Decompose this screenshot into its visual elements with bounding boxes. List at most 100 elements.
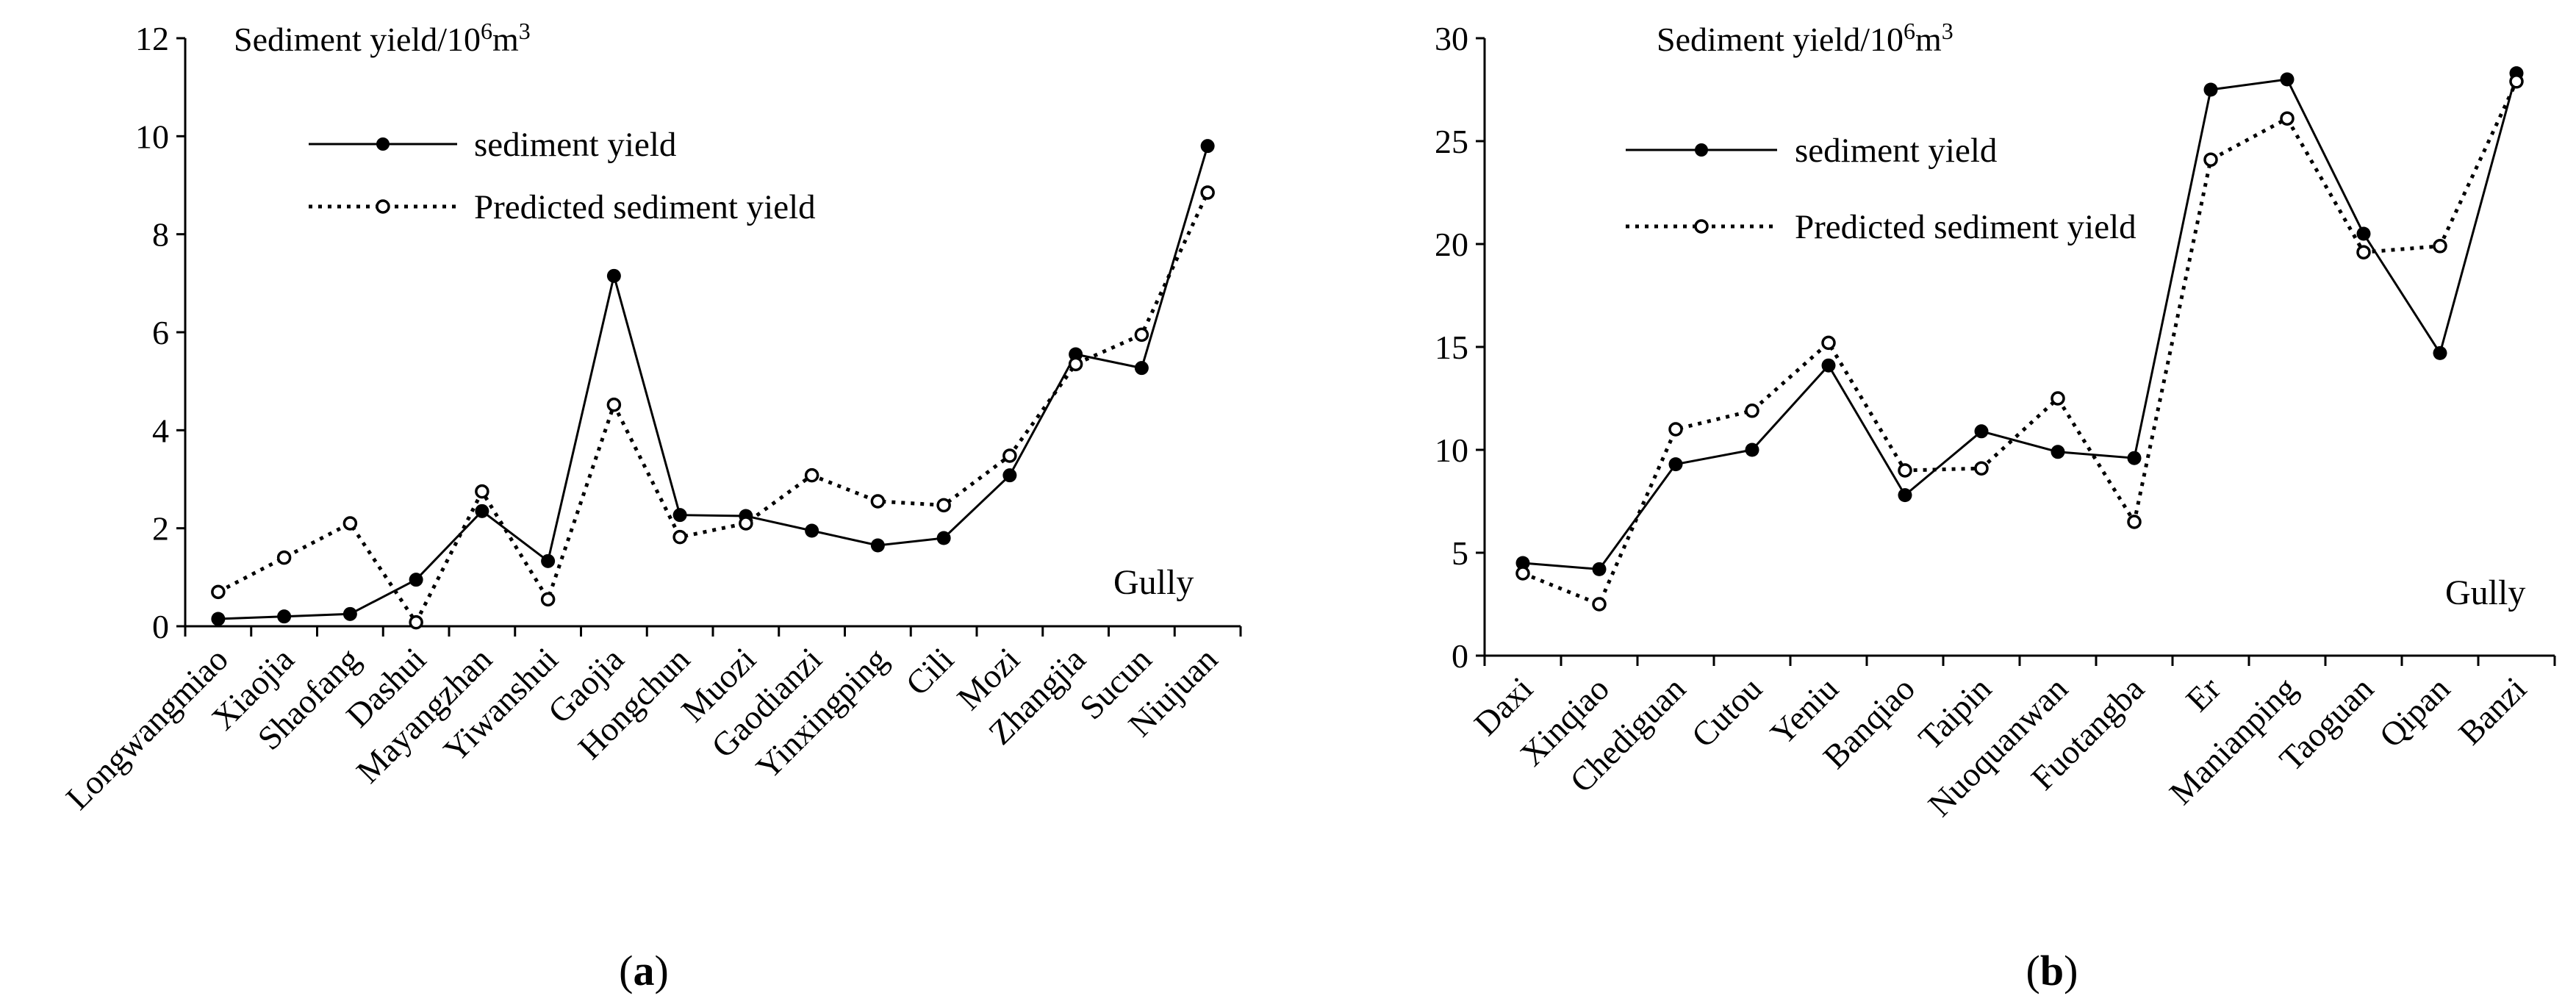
y-axis-title: Sediment yield/106m3: [234, 18, 531, 58]
panel-label: (b): [2026, 947, 2078, 995]
y-tick-label: 25: [1435, 123, 1468, 160]
sediment-point: [1200, 139, 1215, 154]
sediment-point: [1974, 424, 1989, 439]
predicted-point: [2509, 74, 2524, 89]
predicted-point: [1134, 327, 1149, 343]
y-tick-label: 2: [152, 510, 169, 548]
sediment-point: [1002, 468, 1017, 483]
sediment-point: [870, 538, 885, 553]
predicted-point: [1002, 448, 1017, 463]
sediment-point: [1069, 347, 1083, 362]
sediment-point: [211, 612, 226, 626]
series-lines: [1522, 73, 2519, 607]
y-tick-label: 0: [1452, 637, 1468, 675]
predicted-point: [276, 550, 292, 565]
sediment-point: [1515, 556, 1530, 570]
legend: sediment yield Predicted sediment yield: [309, 126, 816, 226]
series-lines: [217, 146, 1210, 626]
sediment-series-line: [1522, 73, 2518, 570]
sediment-point: [541, 553, 556, 568]
sediment-point: [1821, 358, 1836, 373]
series-markers: [1515, 66, 2524, 612]
sediment-point: [2356, 226, 2371, 241]
sediment-point: [475, 504, 489, 518]
y-tick-label: 5: [1452, 534, 1468, 572]
x-tick-label: Cutou: [1684, 670, 1769, 755]
y-axis: [176, 37, 187, 628]
predicted-point: [1515, 566, 1530, 581]
sediment-point: [2433, 345, 2447, 360]
predicted-point: [475, 484, 489, 499]
legend-marker-predicted: [1694, 219, 1709, 234]
legend-marker-sediment-yield: [376, 137, 390, 151]
predicted-series-line: [217, 191, 1210, 626]
predicted-point: [739, 516, 753, 531]
predicted-point: [540, 592, 556, 607]
predicted-point: [1068, 356, 1083, 372]
y-axis-title: Sediment yield/106m3: [1657, 18, 1953, 58]
predicted-point: [2203, 152, 2218, 167]
sediment-point: [1745, 442, 1759, 457]
x-axis: [184, 625, 1242, 637]
y-tick-label: 6: [152, 314, 169, 351]
series-markers: [211, 139, 1215, 630]
legend-label-sediment-yield: sediment yield: [1795, 132, 1997, 170]
predicted-point: [1974, 461, 1989, 476]
sediment-point: [606, 268, 621, 283]
y-tick-label: 30: [1435, 20, 1468, 57]
predicted-point: [1592, 597, 1607, 612]
sediment-series-line: [218, 146, 1209, 620]
predicted-point: [2433, 239, 2447, 254]
x-tick-label: Qipan: [2372, 670, 2458, 755]
sediment-point: [409, 573, 423, 587]
sediment-point: [277, 609, 292, 624]
predicted-point: [936, 498, 951, 513]
predicted-point: [211, 584, 226, 600]
sediment-point: [805, 523, 819, 538]
gully-annotation: Gully: [2445, 573, 2525, 612]
gully-annotation: Gully: [1113, 563, 1194, 602]
legend-label-predicted: Predicted sediment yield: [474, 188, 816, 226]
sediment-point: [672, 508, 687, 523]
y-tick-label: 8: [152, 216, 169, 254]
legend-marker-predicted: [376, 199, 390, 214]
predicted-point: [342, 516, 358, 531]
predicted-series-line: [1522, 80, 2519, 607]
y-tick-labels: 0 2 4 6 8 10 12: [135, 20, 169, 645]
predicted-point: [672, 529, 687, 545]
x-tick-labels: LongwangmiaoXiaojiaShaofangDashuiMayangz…: [59, 640, 1224, 817]
sediment-point: [1592, 562, 1607, 576]
predicted-point: [1745, 404, 1759, 418]
x-tick-label: Er: [2178, 670, 2228, 719]
x-tick-label: Longwangmiao: [59, 640, 235, 817]
sediment-point: [936, 531, 951, 545]
sediment-point: [342, 606, 357, 621]
legend-marker-sediment-yield: [1695, 143, 1708, 157]
sediment-point: [1668, 457, 1683, 472]
predicted-point: [1200, 185, 1215, 200]
predicted-point: [870, 494, 886, 509]
chart-a: 0 2 4 6 8 10 12 LongwangmiaoXiaojiaShaofangDas…: [59, 18, 1242, 995]
predicted-point: [1668, 422, 1683, 437]
x-tick-labels: DaxiXinqiaoChediguanCutouYeniuBanqiaoTai…: [1467, 670, 2533, 824]
chart-b: 0 5 10 15 20 25 30 DaxiXinqiaoChediguanCutouYe…: [1435, 18, 2556, 995]
x-axis: [1483, 654, 2556, 666]
y-tick-label: 12: [135, 20, 169, 57]
sediment-point: [2051, 445, 2065, 459]
y-tick-label: 4: [152, 412, 169, 449]
y-tick-label: 10: [1435, 431, 1468, 469]
legend: sediment yield Predicted sediment yield: [1626, 132, 2136, 246]
predicted-point: [2356, 245, 2371, 259]
sediment-point: [1134, 361, 1149, 376]
legend-label-predicted: Predicted sediment yield: [1795, 208, 2136, 246]
predicted-point: [606, 397, 622, 412]
y-tick-label: 10: [135, 118, 169, 155]
predicted-point: [804, 467, 819, 483]
sediment-point: [2280, 72, 2295, 87]
y-tick-label: 15: [1435, 329, 1468, 366]
predicted-point: [1821, 335, 1836, 351]
sediment-point: [2127, 451, 2142, 465]
predicted-point: [1898, 463, 1912, 478]
predicted-point: [2127, 515, 2142, 529]
y-tick-label: 0: [152, 608, 169, 645]
